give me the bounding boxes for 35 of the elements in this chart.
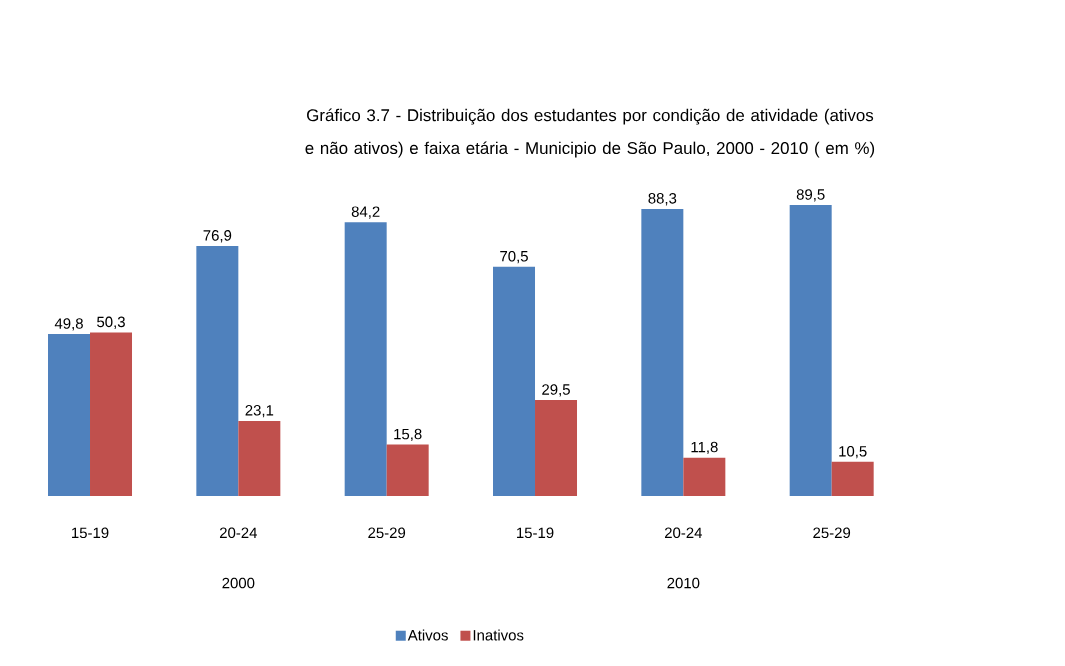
x-tick-label: 25-29: [368, 527, 406, 539]
legend-label: Ativos: [407, 629, 448, 641]
data-label: 70,5: [500, 250, 528, 264]
x-tick-label: 15-19: [517, 527, 554, 539]
bar: [535, 400, 578, 496]
x-tick-label: 20-24: [219, 527, 258, 539]
bar: [90, 332, 133, 496]
bar: [238, 420, 281, 496]
data-label: 84,2: [351, 206, 380, 219]
chart-title: Gráfico 3.7 - Distribuição dos estudantes por condição de atividade (ativos e não ativos) e faixa etária - Municipio de São Paulo, 2000 - 2010 ( em %): [305, 108, 875, 158]
legend-label: Inativos: [473, 629, 524, 641]
data-label: 10,5: [839, 445, 867, 459]
x-tick-label: 15-19: [72, 527, 109, 539]
data-label: 88,3: [648, 193, 677, 206]
bar: [48, 334, 91, 496]
text: 2000: [222, 577, 255, 589]
bar: [789, 205, 832, 496]
x-tick-label: 25-29: [813, 527, 851, 539]
data-label: 89,5: [796, 189, 825, 202]
data-label: 15,8: [394, 428, 422, 442]
data-label: 23,1: [245, 405, 274, 418]
data-label: 49,8: [54, 318, 83, 331]
bar: [683, 457, 726, 496]
bar: [386, 444, 429, 496]
bar: [493, 266, 536, 496]
data-label: 50,3: [97, 316, 125, 329]
bar: [344, 222, 387, 496]
data-label: 76,9: [203, 230, 232, 243]
bar: [641, 208, 684, 496]
data-label: 11,8: [691, 441, 718, 455]
bar: [196, 245, 239, 496]
data-label: 29,5: [542, 384, 570, 397]
x-tick-label: 20-24: [664, 527, 703, 539]
text: 2010: [667, 577, 700, 589]
bar: [831, 461, 874, 496]
